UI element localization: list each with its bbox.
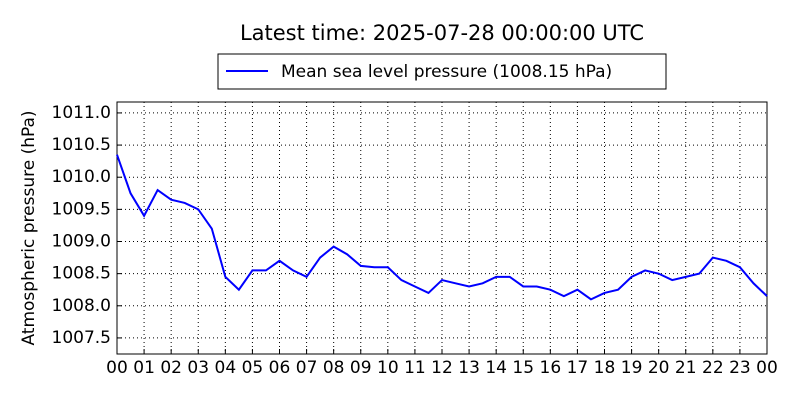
y-tick-label: 1007.5	[52, 328, 111, 348]
x-tick-label: 01	[133, 358, 155, 378]
x-tick-label: 02	[160, 358, 182, 378]
x-tick-label: 05	[242, 358, 264, 378]
x-tick-label: 20	[648, 358, 670, 378]
x-tick-label: 18	[594, 358, 616, 378]
x-tick-label: 03	[187, 358, 209, 378]
x-tick-label: 00	[756, 358, 778, 378]
x-tick-label: 16	[540, 358, 562, 378]
legend-box	[217, 53, 667, 90]
y-axis-label: Atmospheric pressure (hPa)	[19, 110, 39, 345]
x-tick-label: 06	[269, 358, 291, 378]
y-tick-label: 1009.5	[52, 199, 111, 219]
x-tick-label: 15	[512, 358, 534, 378]
x-tick-label: 23	[729, 358, 751, 378]
x-tick-label: 17	[567, 358, 589, 378]
y-tick-label: 1010.0	[52, 167, 111, 187]
x-tick-label: 07	[296, 358, 318, 378]
x-tick-label: 21	[675, 358, 697, 378]
y-tick-label: 1010.5	[52, 135, 111, 155]
x-tick-label: 11	[404, 358, 426, 378]
x-tick-label: 09	[350, 358, 372, 378]
y-tick-label: 1011.0	[52, 103, 111, 123]
x-tick-label: 08	[323, 358, 345, 378]
x-tick-label: 14	[485, 358, 507, 378]
x-tick-label: 12	[431, 358, 453, 378]
y-tick-label: 1008.0	[52, 296, 111, 316]
x-tick-label: 04	[215, 358, 237, 378]
x-tick-label: 22	[702, 358, 724, 378]
x-tick-label: 19	[621, 358, 643, 378]
x-tick-label: 10	[377, 358, 399, 378]
x-tick-label: 00	[106, 358, 128, 378]
legend-label: Mean sea level pressure (1008.15 hPa)	[281, 62, 612, 82]
y-tick-label: 1009.0	[52, 232, 111, 252]
line-series	[116, 154, 768, 301]
x-tick-label: 13	[458, 358, 480, 378]
plot-frame	[116, 101, 768, 355]
y-tick-label: 1008.5	[52, 264, 111, 284]
chart-title: Latest time: 2025-07-28 00:00:00 UTC	[240, 21, 644, 45]
